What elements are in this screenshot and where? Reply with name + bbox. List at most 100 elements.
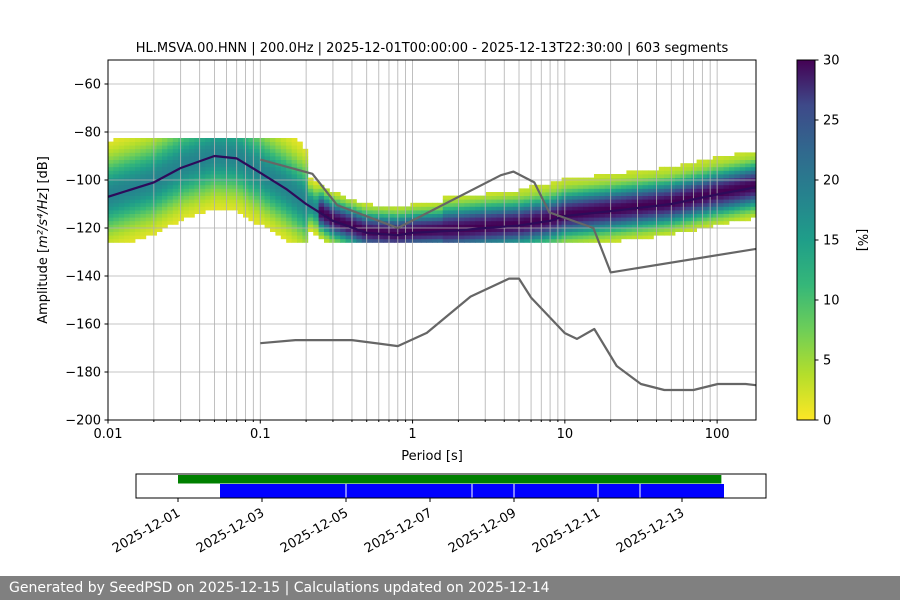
psd-cell (642, 220, 649, 225)
psd-cell (237, 199, 244, 204)
psd-cell (496, 213, 503, 218)
psd-cell (324, 210, 330, 214)
psd-cell (340, 199, 346, 204)
psd-cell (631, 235, 638, 240)
psd-cell (172, 166, 179, 171)
psd-cell (345, 228, 352, 232)
psd-cell (491, 238, 498, 243)
psd-cell (334, 213, 341, 218)
psd-cell (172, 192, 179, 196)
psd-cell (194, 206, 201, 211)
psd-cell (156, 170, 163, 175)
psd-cell (140, 159, 147, 164)
psd-cell (648, 220, 654, 225)
psd-cell (318, 192, 325, 196)
nlnm-curve (260, 277, 756, 392)
psd-cell (135, 213, 141, 218)
psd-cell (135, 206, 141, 211)
psd-cell (221, 159, 228, 164)
psd-cell (599, 217, 606, 222)
psd-cell (702, 181, 708, 186)
psd-cell (345, 217, 352, 222)
psd-cell (459, 199, 465, 204)
psd-cell (664, 231, 670, 236)
psd-cell (275, 202, 282, 207)
psd-cell (280, 145, 287, 150)
psd-cell (658, 206, 665, 211)
psd-cell (356, 224, 363, 229)
psd-cell (226, 192, 233, 196)
psd-cell (216, 163, 222, 168)
psd-cell (658, 213, 665, 218)
psd-cell (739, 152, 746, 157)
psd-cell (550, 188, 557, 193)
psd-cell (205, 181, 211, 186)
psd-cell (162, 220, 168, 225)
psd-cell (599, 220, 606, 225)
psd-cell (108, 199, 114, 204)
psd-cell (237, 192, 244, 196)
psd-cell (270, 228, 276, 232)
psd-cell (642, 235, 649, 240)
psd-cell (232, 163, 238, 168)
psd-cell (734, 156, 741, 160)
psd-cell (626, 184, 633, 189)
psd-cell (750, 199, 756, 204)
psd-cell (162, 141, 168, 146)
psd-cell (718, 156, 724, 160)
psd-cell (178, 192, 184, 196)
psd-cell (216, 148, 222, 153)
psd-cell (216, 199, 222, 204)
psd-cell (588, 206, 595, 211)
psd-cell (118, 224, 125, 229)
psd-cell (291, 170, 298, 175)
psd-cell (259, 192, 265, 196)
psd-cell (469, 235, 476, 240)
psd-cell (129, 188, 136, 193)
psd-cell (232, 141, 238, 146)
psd-cell (135, 220, 141, 225)
psd-cell (156, 152, 163, 157)
psd-cell (113, 138, 120, 142)
psd-cell (124, 213, 130, 218)
psd-cell (351, 235, 357, 240)
psd-cell (199, 138, 206, 142)
psd-cell (259, 202, 265, 207)
psd-cell (464, 210, 471, 214)
psd-cell (518, 210, 525, 214)
psd-cell (696, 184, 703, 189)
psd-cell (631, 217, 638, 222)
psd-cell (567, 192, 573, 196)
psd-cell (178, 145, 184, 150)
psd-cell (383, 235, 390, 240)
psd-cell (270, 145, 276, 150)
psd-cell (172, 152, 179, 157)
psd-cell (415, 238, 422, 243)
psd-cell (631, 181, 638, 186)
psd-cell (550, 220, 557, 225)
psd-cell (367, 228, 373, 232)
psd-cell (270, 148, 276, 153)
psd-cell (421, 238, 427, 243)
psd-cell (631, 213, 638, 218)
psd-cell (135, 156, 141, 160)
psd-cell (723, 199, 730, 204)
psd-cell (178, 163, 184, 168)
psd-cell (275, 224, 282, 229)
psd-cell (237, 174, 244, 178)
psd-cell (270, 159, 276, 164)
psd-cell (232, 145, 238, 150)
psd-cell (491, 206, 498, 211)
psd-cell (259, 138, 265, 142)
psd-cell (734, 170, 741, 175)
psd-cell (631, 170, 638, 175)
psd-cell (345, 220, 352, 225)
psd-cell (367, 206, 373, 211)
psd-cell (729, 199, 735, 204)
psd-cell (367, 224, 373, 229)
psd-cell (567, 238, 573, 243)
psd-cell (691, 184, 697, 189)
psd-cell (145, 141, 152, 146)
psd-cell (399, 213, 406, 218)
